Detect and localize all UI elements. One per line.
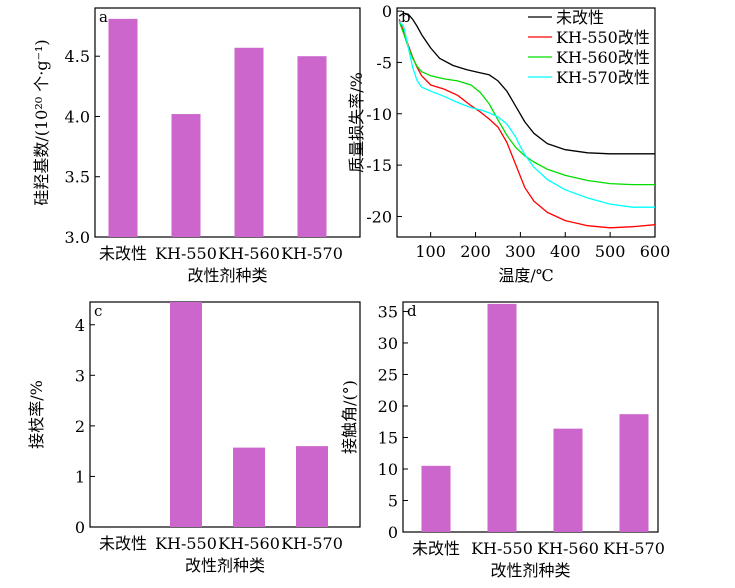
- bar-kh-570: [297, 56, 327, 237]
- x-tick-label: 未改性: [99, 534, 147, 553]
- x-tick-label: 300: [505, 242, 536, 261]
- y-tick-label: -5: [376, 53, 392, 72]
- bar-未改性: [421, 465, 451, 532]
- y-tick-label: 4.0: [65, 107, 90, 126]
- panel-c: c 0 1 2 3 4 未改性 KH-550 KH-560 KH-570 改性剂种类 接枝率/%: [27, 301, 361, 575]
- panel-d: d 0 5 10 15 20 25 30 35 未改性 KH-550 KH-560 KH-570 改性剂种…: [340, 301, 665, 580]
- panel-label: c: [94, 302, 102, 320]
- x-axis-label: 温度/℃: [498, 266, 553, 285]
- x-tick-label: KH-570: [281, 244, 343, 263]
- x-tick-label: 600: [640, 242, 671, 261]
- legend-label: KH-570改性: [556, 68, 650, 87]
- bar-kh-560: [233, 447, 265, 527]
- series-line-1: [398, 12, 655, 155]
- x-axis-label: 改性剂种类: [490, 561, 570, 580]
- y-tick-label: 3: [75, 366, 85, 385]
- x-tick-label: KH-560: [218, 534, 280, 553]
- plot-frame: [402, 301, 659, 533]
- legend-label: KH-560改性: [556, 48, 650, 67]
- panel-label: a: [99, 8, 108, 26]
- bar-kh-550: [171, 114, 201, 237]
- y-tick-label: 30: [378, 334, 398, 353]
- y-tick-label: 35: [378, 302, 398, 321]
- bar-kh-570: [619, 414, 649, 532]
- x-tick-label: KH-560: [218, 244, 280, 263]
- series-line-4: [398, 20, 655, 208]
- y-tick-label: 4: [75, 316, 85, 335]
- x-axis-label: 改性剂种类: [187, 266, 267, 285]
- bar-kh-560: [553, 428, 583, 532]
- y-tick-label: 20: [378, 397, 398, 416]
- y-axis-label: 硅羟基数/(10²⁰ 个·g⁻¹): [32, 39, 51, 205]
- y-tick-label: 25: [378, 365, 398, 384]
- panel-b: b 100 200 300 400 500 600 0 -5 -10 -15 -20 未改性KH-550…: [347, 2, 670, 285]
- y-axis-label: 质量损失率/%: [347, 72, 366, 173]
- bar-kh-570: [296, 446, 328, 527]
- bar-kh-550: [487, 303, 517, 532]
- x-tick-label: 未改性: [412, 539, 460, 558]
- y-tick-label: 0: [388, 523, 398, 542]
- x-axis-label: 改性剂种类: [185, 556, 265, 575]
- legend-label: KH-550改性: [556, 28, 650, 47]
- x-tick-label: 500: [595, 242, 626, 261]
- y-tick-label: 3.0: [65, 228, 90, 247]
- y-axis-label: 接触角/(°): [340, 380, 359, 454]
- bar-kh-560: [234, 47, 264, 238]
- x-tick-label: KH-550: [155, 534, 217, 553]
- panel-label: b: [401, 8, 411, 26]
- bar-kh-550: [170, 302, 202, 527]
- y-tick-label: 1: [75, 467, 85, 486]
- y-tick-label: -20: [366, 207, 392, 226]
- plot-frame: [94, 7, 361, 238]
- y-tick-label: 0: [382, 2, 392, 21]
- x-tick-label: 400: [550, 242, 581, 261]
- x-tick-label: 未改性: [99, 244, 147, 263]
- legend-label: 未改性: [556, 8, 604, 27]
- x-tick-label: KH-560: [537, 539, 599, 558]
- bar-未改性: [108, 18, 138, 238]
- plot-frame: [89, 301, 361, 528]
- y-tick-label: 0: [75, 518, 85, 537]
- y-tick-label: -10: [366, 105, 392, 124]
- y-tick-label: 3.5: [65, 168, 90, 187]
- x-tick-label: KH-570: [281, 534, 343, 553]
- x-tick-label: KH-550: [471, 539, 533, 558]
- x-tick-label: KH-550: [155, 244, 217, 263]
- y-tick-label: -15: [366, 156, 392, 175]
- y-tick-label: 2: [75, 417, 85, 436]
- panel-a: a 3.0 3.5 4.0 4.5 未改性 KH-550 KH-560 KH-570 改性剂种类 硅…: [32, 7, 361, 285]
- x-tick-label: 100: [415, 242, 446, 261]
- plot-frame: [396, 7, 656, 238]
- x-tick-label: KH-570: [603, 539, 665, 558]
- y-tick-label: 10: [378, 460, 398, 479]
- series-line-3: [398, 21, 655, 186]
- panel-label: d: [407, 302, 417, 320]
- y-tick-label: 15: [378, 428, 398, 447]
- x-tick-label: 200: [460, 242, 491, 261]
- y-tick-label: 4.5: [65, 47, 90, 66]
- y-axis-label: 接枝率/%: [27, 380, 46, 449]
- y-tick-label: 5: [388, 491, 398, 510]
